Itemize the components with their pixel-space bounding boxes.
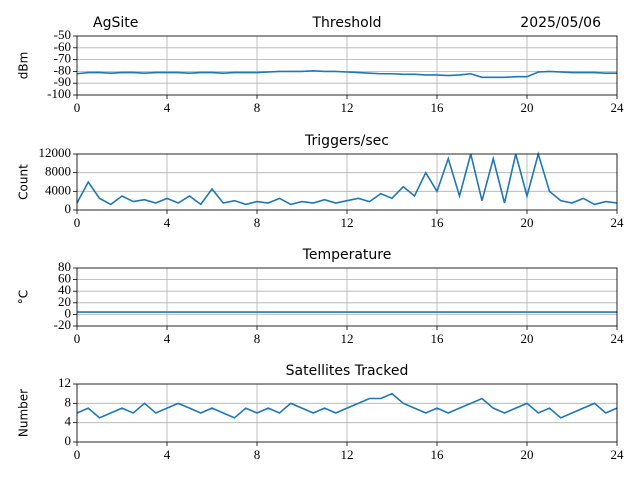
x-tick-label: 20 [521,331,534,346]
axes-frame [76,267,618,327]
x-tick-label: 20 [521,447,534,462]
x-tick-label: 0 [74,447,81,462]
y-axis-label: °C [17,290,31,304]
x-tick-label: 16 [431,447,445,462]
x-tick-label: 12 [341,100,354,115]
y-tick-label: 0 [65,201,72,216]
chart-title: Satellites Tracked [286,363,409,379]
y-axis-label: Number [17,389,31,437]
x-tick-label: 24 [611,100,625,115]
x-tick-label: 20 [521,100,534,115]
y-tick-label: 40 [58,282,71,297]
x-tick-label: 8 [254,100,261,115]
x-tick-label: 12 [341,447,354,462]
x-tick-label: 12 [341,331,354,346]
x-tick-label: 24 [611,447,625,462]
x-tick-label: 0 [74,331,81,346]
y-tick-label: 8000 [45,164,71,179]
series-line [76,151,618,206]
y-axis-label: Count [17,164,31,200]
x-tick-label: 8 [254,215,261,230]
x-tick-label: 4 [164,100,171,115]
y-tick-label: 0 [65,433,72,448]
x-tick-label: 4 [164,215,171,230]
x-tick-label: 20 [521,215,534,230]
y-tick-label: 4000 [45,182,71,197]
y-tick-label: 20 [58,294,71,309]
chart-title: Triggers/sec [304,133,389,149]
x-tick-label: 16 [431,331,445,346]
y-tick-label: -50 [54,27,71,42]
x-tick-label: 4 [164,331,171,346]
axes-frame [76,35,618,96]
x-tick-label: 8 [254,331,261,346]
chart-title: Threshold [312,15,382,31]
axes-frame [76,153,618,211]
y-tick-label: -70 [54,51,71,66]
x-tick-label: 12 [341,215,354,230]
chart-title: Temperature [302,247,392,263]
y-tick-label: -80 [54,62,71,77]
y-tick-label: -20 [54,317,71,332]
y-tick-label: 80 [58,259,71,274]
site-label: AgSite [93,15,138,31]
y-tick-label: -100 [47,86,71,101]
x-tick-label: 8 [254,447,261,462]
x-tick-label: 16 [431,100,445,115]
axes-frame [76,383,618,443]
y-axis-label: dBm [17,52,31,80]
y-tick-label: 12 [58,375,71,390]
x-tick-label: 24 [611,331,625,346]
y-tick-label: -60 [54,39,71,54]
x-tick-label: 16 [431,215,445,230]
y-tick-label: 12000 [39,145,72,160]
series-line [76,392,618,419]
y-tick-label: 4 [65,414,72,429]
y-tick-label: 60 [58,271,71,286]
series-line [76,70,617,79]
date-label: 2025/05/06 [520,15,601,31]
x-tick-label: 24 [611,215,625,230]
x-tick-label: 0 [74,100,81,115]
y-tick-label: 0 [65,305,72,320]
y-tick-label: -90 [54,74,71,89]
x-tick-label: 4 [164,447,171,462]
y-tick-label: 8 [65,394,72,409]
x-tick-label: 0 [74,215,81,230]
